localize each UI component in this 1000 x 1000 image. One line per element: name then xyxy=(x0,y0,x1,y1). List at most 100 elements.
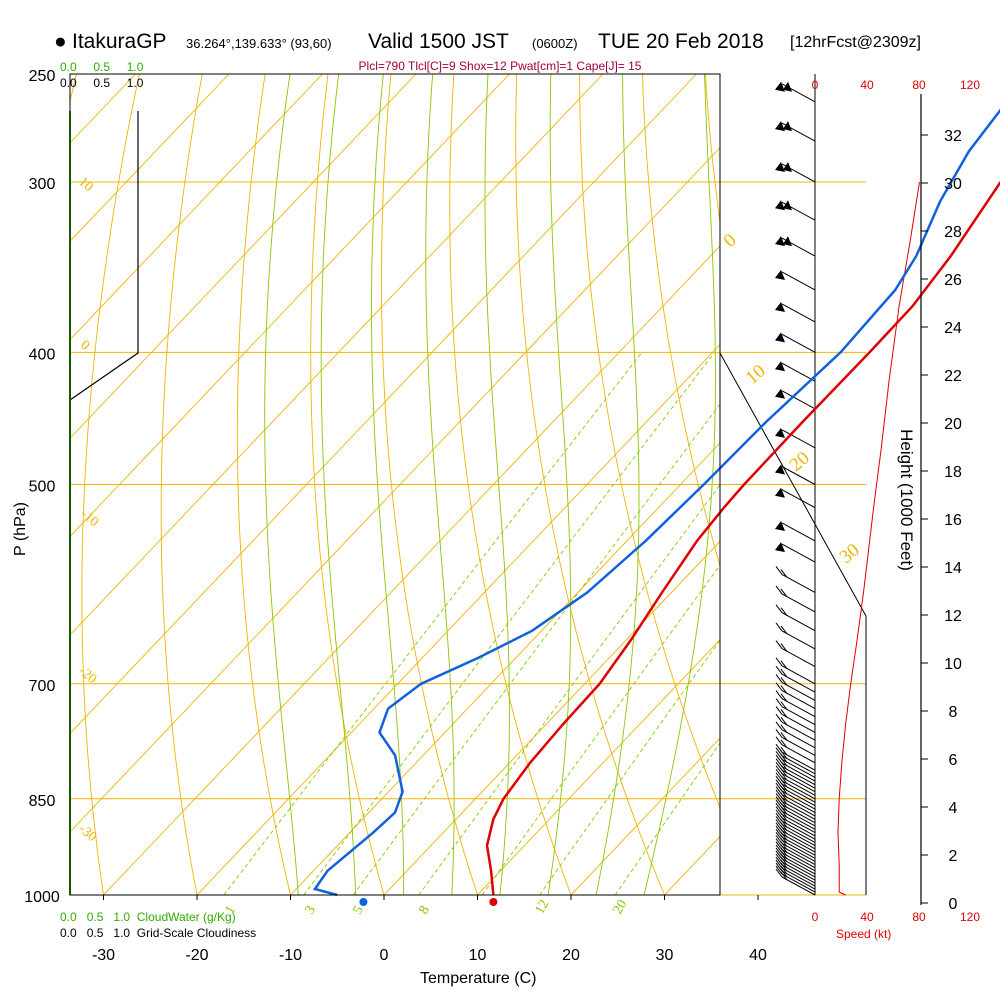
mixing-ratio-label: 20 xyxy=(610,897,630,917)
speed-tick-label-top: 40 xyxy=(860,78,874,92)
wind-barb xyxy=(775,301,816,323)
dry-adiabat-line xyxy=(236,74,291,895)
height-tick-label: 16 xyxy=(944,512,962,529)
wind-barb xyxy=(775,520,816,542)
x-tick-label: -10 xyxy=(279,947,302,964)
wind-barb xyxy=(775,736,816,764)
height-tick-label: 14 xyxy=(944,560,962,577)
wind-barb xyxy=(775,690,816,718)
height-tick-label: 24 xyxy=(944,320,962,337)
height-tick-label: 4 xyxy=(949,800,958,817)
wind-barb xyxy=(775,674,816,701)
dry-adiabat-label: 20 xyxy=(786,448,814,476)
dry-adiabat-line xyxy=(579,74,720,809)
mixing-ratio-line xyxy=(303,352,715,895)
height-tick-label: 28 xyxy=(944,224,962,241)
wind-barb xyxy=(775,665,816,693)
station-coords: 36.264°,139.633° (93,60) xyxy=(186,36,332,51)
x-tick-label: 30 xyxy=(656,947,674,964)
pressure-tick-label: 500 xyxy=(29,479,56,496)
x-tick-label: 40 xyxy=(749,947,767,964)
wind-barb xyxy=(775,566,816,593)
height-tick-label: 0 xyxy=(949,896,958,913)
station-name: ItakuraGP xyxy=(72,30,167,53)
dry-adiabat-line xyxy=(515,74,665,895)
wind-barb xyxy=(775,361,816,382)
isotherm-label: -10 xyxy=(77,507,101,530)
speed-axis-label: Speed (kt) xyxy=(836,927,892,941)
speed-tick-label-bottom: 40 xyxy=(860,910,874,924)
dry-adiabat-line xyxy=(160,74,203,895)
height-tick-label: 8 xyxy=(949,704,958,721)
height-tick-label: 32 xyxy=(944,128,962,145)
dry-adiabat-label: 30 xyxy=(836,540,864,568)
pressure-tick-label: 850 xyxy=(29,793,56,810)
height-tick-label: 6 xyxy=(949,752,958,769)
moist-adiabat-line xyxy=(484,74,510,895)
wind-barbs xyxy=(775,81,816,896)
wind-barb xyxy=(775,604,816,632)
mixing-ratio-lines xyxy=(223,352,720,895)
pressure-tick-label: 700 xyxy=(29,678,56,695)
pressure-tick-label: 400 xyxy=(29,346,56,363)
dry-adiabat-line xyxy=(766,50,1000,924)
height-tick-label: 20 xyxy=(944,416,962,433)
cloudiness-legend: 0.0 0.5 1.0 Grid-Scale Cloudiness xyxy=(60,926,257,940)
isotherm-label: 0 xyxy=(77,338,92,354)
moist-adiabat-line xyxy=(643,74,716,895)
cloud-water-legend: 0.0 0.5 1.0 CloudWater (g/Kg) xyxy=(60,910,236,924)
isotherm-line xyxy=(70,74,417,439)
moist-adiabats xyxy=(264,74,716,895)
wind-barb xyxy=(775,721,816,749)
mixing-ratio-line xyxy=(539,639,720,895)
moist-adiabat-line xyxy=(371,74,405,895)
dry-adiabat-label: 0 xyxy=(720,230,741,252)
moist-adiabat-line xyxy=(425,74,455,895)
wind-panel-outline xyxy=(719,352,867,895)
dry-adiabat-line xyxy=(449,74,572,895)
cloud-water-scale-top: 0.0 0.5 1.0 xyxy=(60,60,144,74)
isotherm-line xyxy=(70,74,230,242)
wind-barb xyxy=(775,464,816,485)
pressure-lines xyxy=(70,73,866,896)
pressure-axis-label: P (hPa) xyxy=(11,502,29,556)
height-tick-label: 18 xyxy=(944,464,962,481)
moist-adiabat-line xyxy=(320,74,357,895)
background-lines xyxy=(70,50,1000,924)
moist-adiabat-line xyxy=(595,74,640,895)
x-tick-label: 10 xyxy=(469,947,487,964)
speed-tick-label-bottom: 80 xyxy=(912,910,926,924)
wind-barb xyxy=(775,388,816,410)
height-tick-label: 26 xyxy=(944,272,962,289)
wind-barb xyxy=(775,487,816,509)
wind-barb xyxy=(775,121,816,142)
zulu-time: (0600Z) xyxy=(532,36,578,51)
wind-barb xyxy=(775,200,816,221)
mixing-ratio-line xyxy=(418,484,720,895)
dry-adiabat-label: 10 xyxy=(742,361,770,389)
wind-barb xyxy=(775,236,816,257)
x-tick-label: 0 xyxy=(380,947,389,964)
dry-adiabat-line xyxy=(381,74,478,895)
wind-barb xyxy=(775,706,816,733)
wind-barb xyxy=(775,743,816,771)
height-tick-label: 12 xyxy=(944,608,962,625)
height-axis-label: Height (1000 Feet) xyxy=(896,429,916,571)
surface-temperature-dot xyxy=(489,898,498,906)
x-tick-label: -20 xyxy=(185,947,208,964)
isotherm-line xyxy=(70,74,323,341)
dewpoint-line xyxy=(312,108,1000,897)
moist-adiabat-line xyxy=(547,74,572,895)
cloudiness-curve xyxy=(69,111,139,401)
wind-barb xyxy=(775,682,816,710)
temperature-line xyxy=(485,180,1000,896)
moist-adiabat-line xyxy=(264,74,299,895)
diagnostics-line: Plcl=790 Tlcl[C]=9 Shox=12 Pwat[cm]=1 Ca… xyxy=(358,59,642,73)
valid-time: Valid 1500 JST xyxy=(368,30,509,53)
wind-barb xyxy=(775,81,816,103)
wind-barb xyxy=(775,542,816,563)
wind-barb xyxy=(775,585,816,613)
isotherm-line xyxy=(477,639,720,895)
